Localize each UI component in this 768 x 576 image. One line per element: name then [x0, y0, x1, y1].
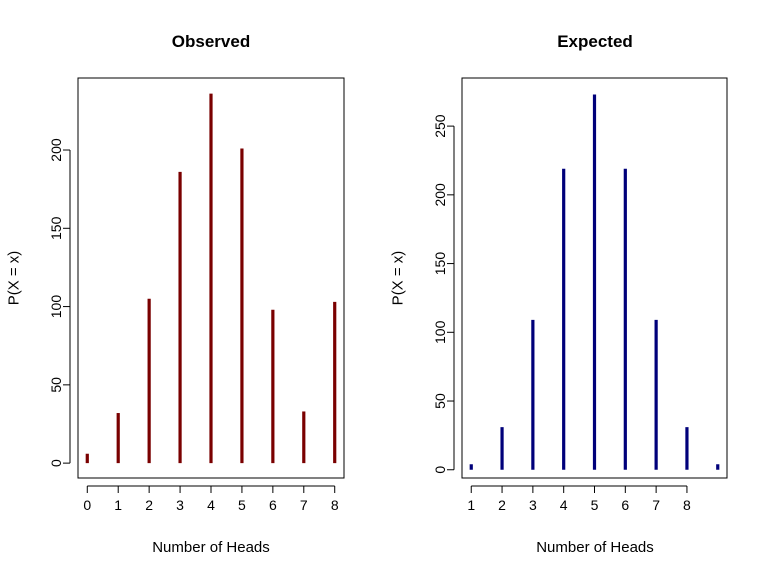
- x-tick-label: 2: [145, 497, 153, 513]
- x-axis-label: Number of Heads: [536, 539, 654, 556]
- x-tick-label: 1: [467, 497, 475, 513]
- y-tick-label: 100: [48, 295, 64, 319]
- y-tick-label: 200: [48, 138, 64, 162]
- x-tick-label: 7: [652, 497, 660, 513]
- y-tick-label: 0: [48, 459, 64, 467]
- x-tick-label: 3: [529, 497, 537, 513]
- x-tick-label: 4: [560, 497, 568, 513]
- x-tick-label: 6: [269, 497, 277, 513]
- x-tick-label: 4: [207, 497, 215, 513]
- y-tick-label: 150: [432, 252, 448, 276]
- expected-panel: Expected 1 2 3 4 5 6 7 8 0 50 100 150 200 250 Number of…: [390, 32, 728, 556]
- x-tick-label: 5: [238, 497, 246, 513]
- y-tick-label: 100: [432, 320, 448, 344]
- x-tick-label: 0: [83, 497, 91, 513]
- x-tick-label: 1: [114, 497, 122, 513]
- y-axis-label: P(X = x): [6, 251, 23, 306]
- x-tick-label: 5: [591, 497, 599, 513]
- x-axis-label: Number of Heads: [152, 539, 270, 556]
- x-tick-label: 8: [331, 497, 339, 513]
- observed-panel: Observed 0 1 2 3 4 5 6 7 8 0 50 100 150 200 Number of H…: [6, 32, 345, 556]
- chart-title: Observed: [172, 32, 250, 51]
- x-tick-label: 6: [621, 497, 629, 513]
- x-tick-label: 8: [683, 497, 691, 513]
- chart-title: Expected: [557, 32, 633, 51]
- y-tick-label: 250: [432, 114, 448, 138]
- y-tick-label: 50: [432, 393, 448, 409]
- y-tick-label: 200: [432, 183, 448, 207]
- y-tick-label: 150: [48, 216, 64, 240]
- plot-frame: [77, 77, 345, 479]
- x-tick-label: 3: [176, 497, 184, 513]
- y-tick-label: 0: [432, 466, 448, 474]
- plot-frame: [461, 77, 728, 479]
- y-axis-label: P(X = x): [390, 251, 407, 306]
- x-tick-label: 7: [300, 497, 308, 513]
- y-tick-label: 50: [48, 377, 64, 393]
- x-tick-label: 2: [498, 497, 506, 513]
